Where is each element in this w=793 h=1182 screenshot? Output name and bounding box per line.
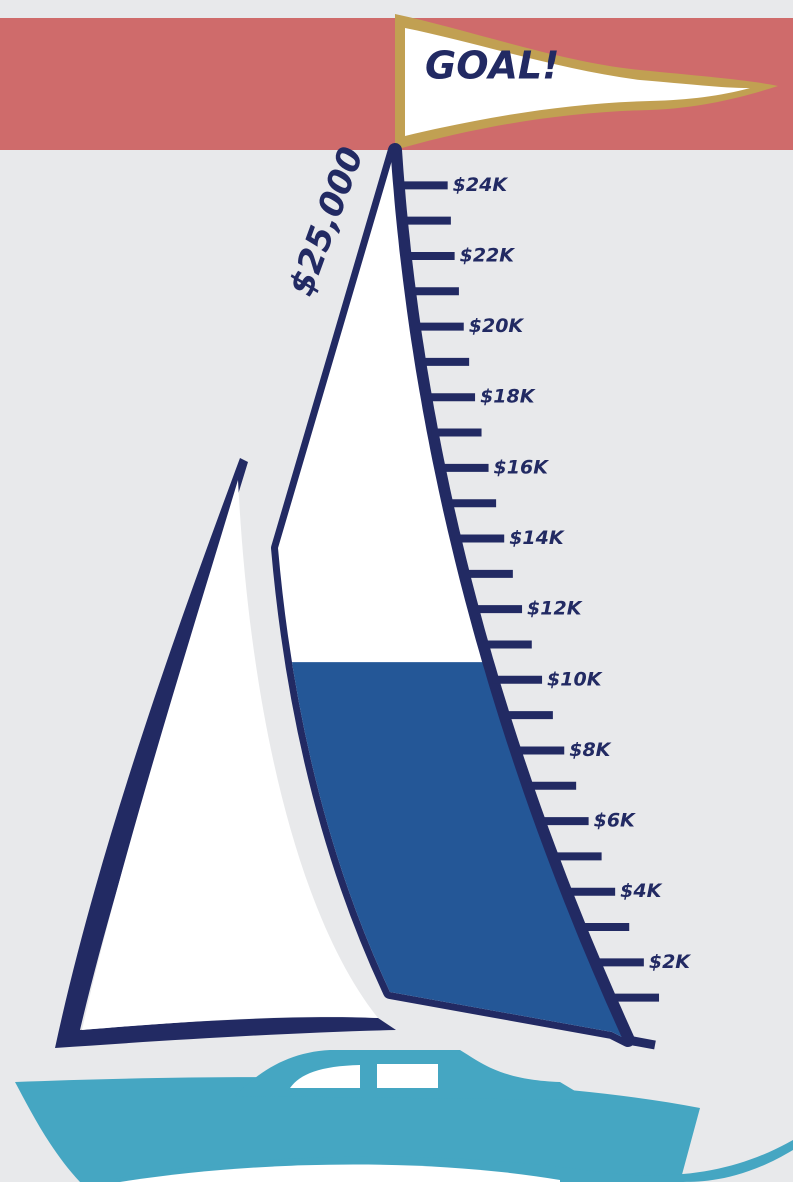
y-tick-label: $22K (460, 244, 516, 266)
y-tick-label: $14K (509, 527, 565, 549)
chart-title: GOAL! (425, 44, 559, 88)
y-tick-label: $12K (527, 598, 583, 620)
y-tick-label: $2K (649, 951, 691, 973)
jib-outline (55, 458, 396, 1048)
window (290, 1065, 360, 1088)
y-tick-label: $16K (494, 456, 550, 478)
y-tick-label: $10K (547, 668, 603, 690)
y-tick-label: $20K (469, 315, 525, 337)
y-tick-label: $24K (453, 174, 509, 196)
y-tick-label: $4K (620, 880, 662, 902)
mast (390, 149, 656, 1050)
y-tick-label: $8K (569, 739, 611, 761)
y-tick-label: $6K (594, 810, 636, 832)
wave-crest (120, 1164, 560, 1182)
pennant (405, 28, 750, 136)
window (377, 1064, 438, 1088)
y-tick-label: $18K (480, 386, 536, 408)
jib (82, 480, 378, 1030)
hull (15, 1077, 700, 1182)
